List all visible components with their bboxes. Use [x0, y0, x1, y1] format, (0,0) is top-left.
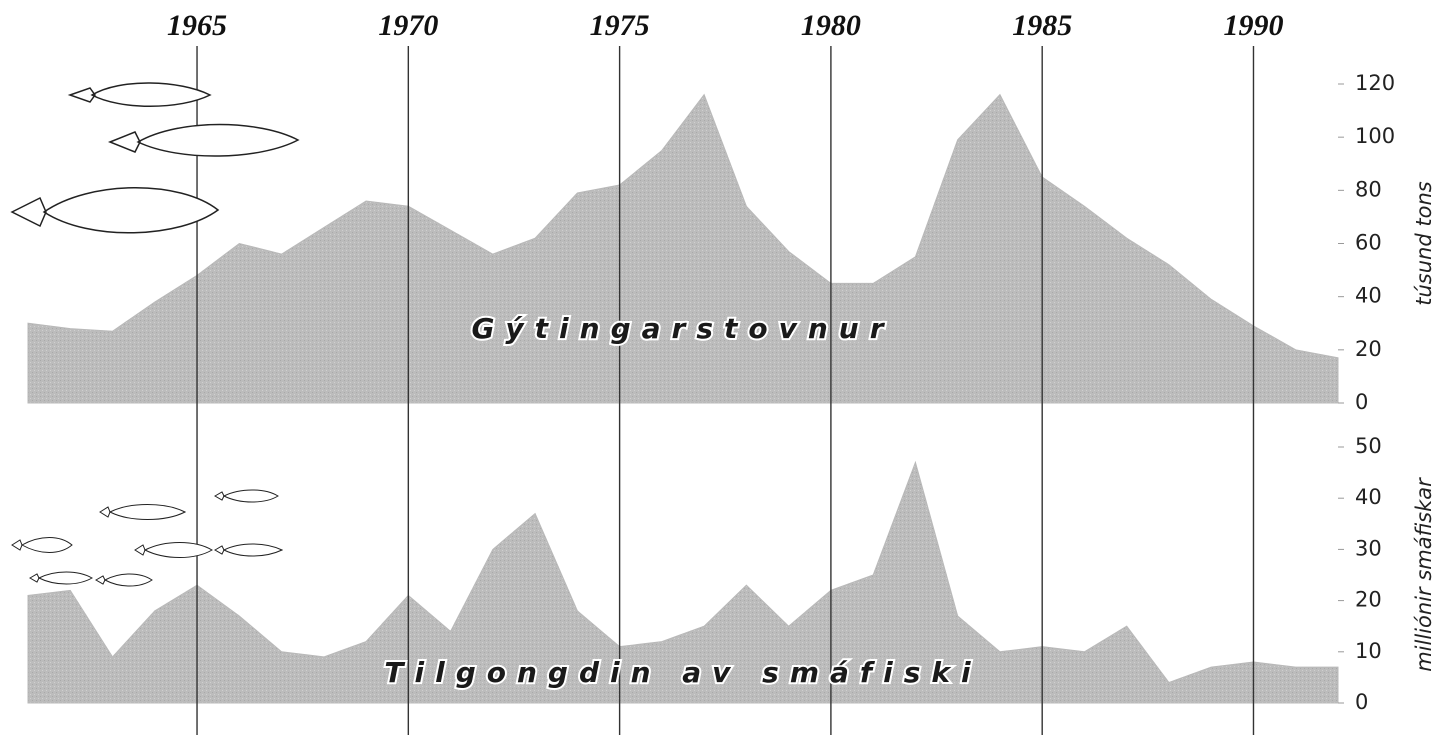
- x-tick-label: 1990: [1223, 9, 1283, 42]
- y-tick-label: 10: [1355, 639, 1382, 663]
- y-tick-label: 60: [1355, 231, 1382, 255]
- fish: [96, 574, 152, 586]
- fish: [100, 505, 185, 520]
- annotation: Tilgongdin av smáfiski: [384, 656, 981, 689]
- x-tick-label: 1980: [801, 9, 861, 42]
- y-tick-label: 20: [1355, 588, 1382, 612]
- y-axis-label: túsund tons: [1412, 181, 1436, 306]
- fish: [30, 572, 92, 584]
- x-tick-label: 1970: [378, 9, 438, 42]
- chart: 020406080100120túsund tonsGýtingarstovnu…: [0, 0, 1443, 745]
- x-tick-label: 1985: [1012, 9, 1072, 42]
- fish: [12, 538, 72, 553]
- fish: [110, 125, 298, 157]
- y-tick-label: 0: [1355, 390, 1368, 414]
- fish: [12, 188, 218, 233]
- y-tick-label: 40: [1355, 284, 1382, 308]
- areas: [28, 95, 1338, 703]
- x-tick-label: 1975: [590, 9, 650, 42]
- y-tick-label: 100: [1355, 124, 1395, 148]
- y-tick-label: 80: [1355, 177, 1382, 201]
- y-tick-label: 0: [1355, 690, 1368, 714]
- annotation: Gýtingarstovnur: [471, 312, 894, 345]
- x-tick-label: 1965: [167, 9, 227, 42]
- fish: [135, 543, 212, 558]
- fish: [215, 544, 282, 556]
- y-axis-label: milliónir smáfiskar: [1412, 477, 1436, 672]
- y-tick-label: 50: [1355, 434, 1382, 458]
- fish: [70, 83, 210, 106]
- y-tick-label: 120: [1355, 71, 1395, 95]
- fish: [215, 490, 278, 502]
- y-tick-label: 20: [1355, 337, 1382, 361]
- y-tick-label: 40: [1355, 485, 1382, 509]
- y-tick-label: 30: [1355, 536, 1382, 560]
